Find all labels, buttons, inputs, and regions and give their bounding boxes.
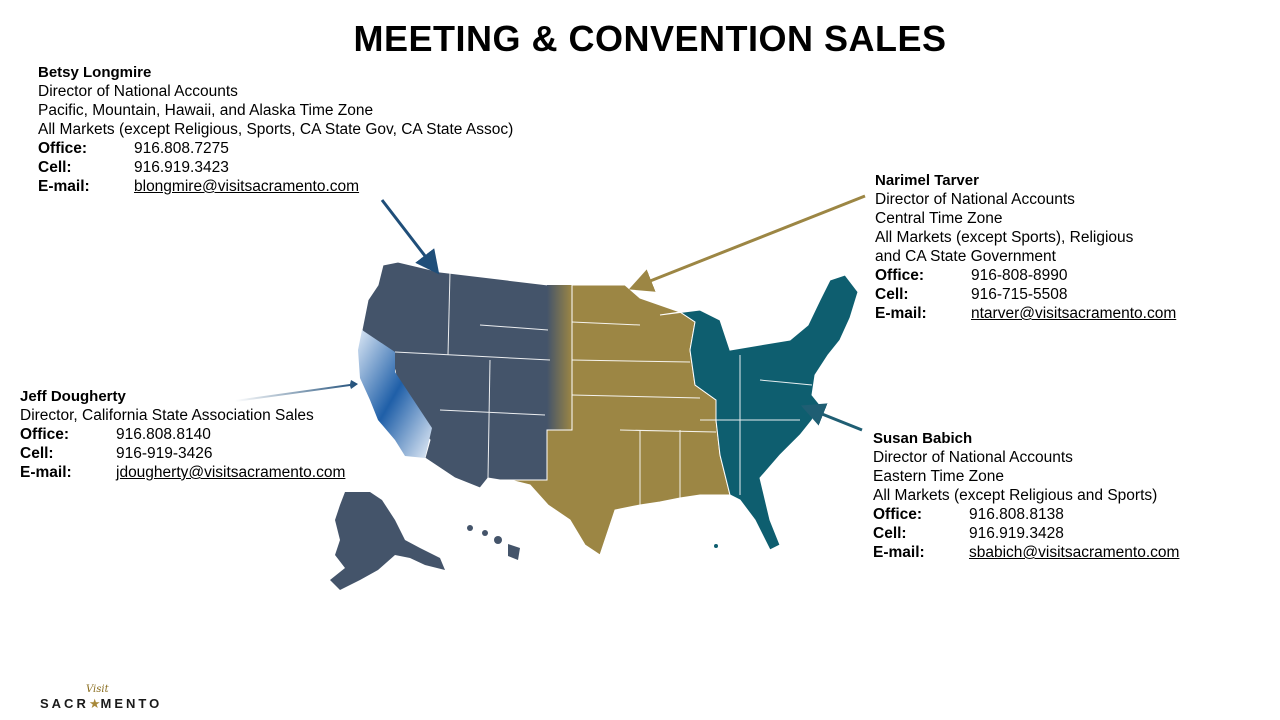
region-blend [547,285,572,430]
contact-title: Director, California State Association S… [20,407,314,424]
cell-label: Cell: [873,525,907,542]
contact-name: Narimel Tarver [875,172,979,189]
office-phone: 916.808.7275 [134,140,229,157]
cell-label: Cell: [20,445,54,462]
email-row: E-mail: blongmire@visitsacramento.com [38,177,513,196]
cell-phone: 916.919.3428 [969,525,1064,542]
region-alaska [330,492,445,590]
office-label: Office: [38,140,88,157]
contact-betsy-longmire: Betsy Longmire Director of National Acco… [38,63,513,196]
email-label: E-mail: [38,178,90,195]
contact-name: Jeff Dougherty [20,388,126,405]
arrow-betsy [380,199,440,275]
contact-title: Director of National Accounts [873,449,1073,466]
contact-region: Pacific, Mountain, Hawaii, and Alaska Ti… [38,102,374,119]
contact-markets: All Markets (except Religious, Sports, C… [38,121,514,138]
office-label: Office: [875,267,925,284]
contact-markets: All Markets (except Sports), Religious [875,229,1134,246]
contact-narimel-tarver: Narimel Tarver Director of National Acco… [875,171,1176,323]
logo-wordmark: SACR★MENTO [40,696,162,712]
email-label: E-mail: [875,305,927,322]
logo-word-right: MENTO [100,696,163,711]
contact-markets-cont: and CA State Government [875,248,1056,265]
arrow-jeff [235,380,358,402]
contact-name: Susan Babich [873,430,973,447]
region-hawaii [467,525,520,560]
cell-phone: 916-919-3426 [116,445,213,462]
region-california [358,330,432,458]
contact-title: Director of National Accounts [875,191,1075,208]
star-icon: ★ [88,696,101,711]
arrow-susan [800,403,863,432]
email-label: E-mail: [873,544,925,561]
email-row: E-mail: jdougherty@visitsacramento.com [20,463,345,482]
email-link[interactable]: sbabich@visitsacramento.com [969,544,1180,561]
contact-susan-babich: Susan Babich Director of National Accoun… [873,429,1179,562]
email-link[interactable]: jdougherty@visitsacramento.com [116,464,346,481]
contact-title: Director of National Accounts [38,83,238,100]
office-label: Office: [873,506,923,523]
contact-region: Eastern Time Zone [873,468,1004,485]
email-row: E-mail: sbabich@visitsacramento.com [873,543,1179,562]
contact-name: Betsy Longmire [38,64,152,81]
cell-phone: 916.919.3423 [134,159,229,176]
contact-region: Central Time Zone [875,210,1003,227]
email-row: E-mail: ntarver@visitsacramento.com [875,304,1176,323]
office-row: Office: 916.808.7275 [38,139,513,158]
cell-phone: 916-715-5508 [971,286,1068,303]
cell-row: Cell: 916.919.3428 [873,524,1179,543]
office-phone: 916-808-8990 [971,267,1068,284]
logo-word-left: SACR [40,696,89,711]
cell-row: Cell: 916-715-5508 [875,285,1176,304]
office-phone: 916.808.8140 [116,426,211,443]
page-title: MEETING & CONVENTION SALES [353,18,947,59]
cell-label: Cell: [38,159,72,176]
office-phone: 916.808.8138 [969,506,1064,523]
contact-jeff-dougherty: Jeff Dougherty Director, California Stat… [20,387,345,482]
email-label: E-mail: [20,464,72,481]
office-row: Office: 916-808-8990 [875,266,1176,285]
email-link[interactable]: blongmire@visitsacramento.com [134,178,360,195]
cell-row: Cell: 916.919.3423 [38,158,513,177]
office-row: Office: 916.808.8140 [20,425,345,444]
office-row: Office: 916.808.8138 [873,505,1179,524]
contact-markets: All Markets (except Religious and Sports… [873,487,1158,504]
cell-label: Cell: [875,286,909,303]
email-link[interactable]: ntarver@visitsacramento.com [971,305,1177,322]
cell-row: Cell: 916-919-3426 [20,444,345,463]
logo-visit-text: Visit [86,684,109,695]
office-label: Office: [20,426,70,443]
arrow-narimel [628,194,866,292]
